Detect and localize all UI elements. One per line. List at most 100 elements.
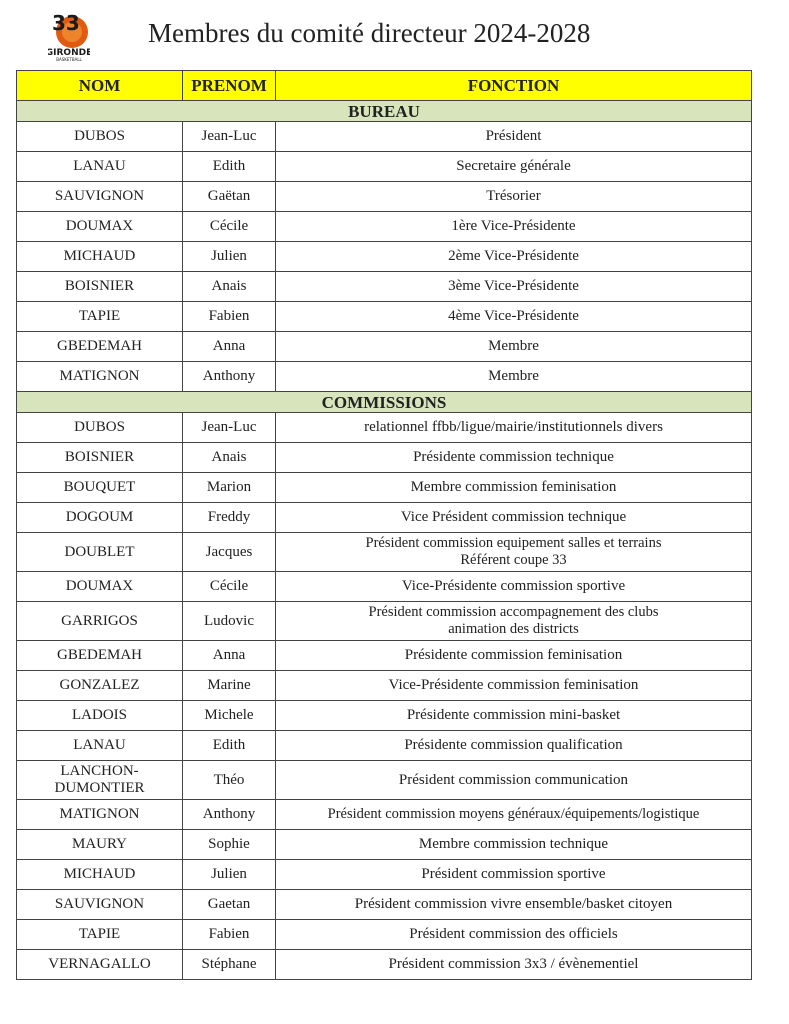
cell-prenom: Edith xyxy=(182,151,276,182)
cell-prenom: Edith xyxy=(182,730,276,761)
cell-prenom: Anna xyxy=(182,640,276,671)
header-fonction: FONCTION xyxy=(275,70,752,101)
cell-fonction: Président commission 3x3 / évènementiel xyxy=(275,949,752,980)
table-row: SAUVIGNON Gaetan Président commission vivr… xyxy=(16,889,752,920)
table-row: LANAU Edith Présidente commission qualific… xyxy=(16,730,752,761)
cell-fonction: relationnel ffbb/ligue/mairie/institutio… xyxy=(275,412,752,443)
section-header: COMMISSIONS xyxy=(16,391,752,413)
table-row: BOISNIER Anais Présidente commission techn… xyxy=(16,442,752,473)
cell-prenom: Anthony xyxy=(182,361,276,392)
svg-text:BASKETBALL: BASKETBALL xyxy=(56,57,82,62)
table-row: MICHAUD Julien 2ème Vice-Présidente xyxy=(16,241,752,272)
cell-prenom: Marion xyxy=(182,472,276,503)
cell-nom: DOGOUM xyxy=(16,502,183,533)
table-row: TAPIE Fabien 4ème Vice-Présidente xyxy=(16,301,752,332)
cell-fonction: Président commission moyens généraux/équ… xyxy=(275,799,752,830)
table-row: MATIGNON Anthony Président commission moye… xyxy=(16,799,752,830)
cell-prenom: Gaetan xyxy=(182,889,276,920)
cell-prenom: Marine xyxy=(182,670,276,701)
cell-fonction: Vice-Présidente commission feminisation xyxy=(275,670,752,701)
cell-nom: DUBOS xyxy=(16,412,183,443)
cell-fonction: Président commission des officiels xyxy=(275,919,752,950)
cell-prenom: Jean-Luc xyxy=(182,412,276,443)
cell-fonction: Président commission communication xyxy=(275,760,752,800)
cell-fonction: Président commission sportive xyxy=(275,859,752,890)
cell-prenom: Ludovic xyxy=(182,601,276,641)
cell-prenom: Anthony xyxy=(182,799,276,830)
cell-fonction: Président xyxy=(275,121,752,152)
table-row: MAURY Sophie Membre commission technique xyxy=(16,829,752,860)
cell-fonction: Membre xyxy=(275,361,752,392)
cell-nom: LANAU xyxy=(16,151,183,182)
table-row: TAPIE Fabien Président commission des offi… xyxy=(16,919,752,950)
cell-nom: BOUQUET xyxy=(16,472,183,503)
table-row: GARRIGOS Ludovic Président commission acco… xyxy=(16,601,752,641)
cell-prenom: Jacques xyxy=(182,532,276,572)
table-row: MATIGNON Anthony Membre xyxy=(16,361,752,392)
cell-prenom: Julien xyxy=(182,859,276,890)
cell-nom: MATIGNON xyxy=(16,799,183,830)
cell-nom: MICHAUD xyxy=(16,859,183,890)
cell-fonction: Présidente commission feminisation xyxy=(275,640,752,671)
cell-fonction: Président commission equipement salles e… xyxy=(275,532,752,572)
cell-prenom: Julien xyxy=(182,241,276,272)
table-row: GONZALEZ Marine Vice-Présidente commission… xyxy=(16,670,752,701)
cell-fonction: Présidente commission technique xyxy=(275,442,752,473)
cell-nom: DOUBLET xyxy=(16,532,183,572)
cell-nom: DOUMAX xyxy=(16,571,183,602)
cell-fonction: 4ème Vice-Présidente xyxy=(275,301,752,332)
cell-nom: MAURY xyxy=(16,829,183,860)
cell-fonction: Présidente commission mini-basket xyxy=(275,700,752,731)
cell-fonction: Membre xyxy=(275,331,752,362)
cell-prenom: Sophie xyxy=(182,829,276,860)
cell-prenom: Anais xyxy=(182,442,276,473)
cell-nom: GONZALEZ xyxy=(16,670,183,701)
cell-nom: LANAU xyxy=(16,730,183,761)
header-nom: NOM xyxy=(16,70,183,101)
page-title: Membres du comité directeur 2024-2028 xyxy=(148,18,591,48)
table-row: MICHAUD Julien Président commission sporti… xyxy=(16,859,752,890)
cell-nom: SAUVIGNON xyxy=(16,181,183,212)
cell-fonction: Trésorier xyxy=(275,181,752,212)
cell-fonction: Membre commission technique xyxy=(275,829,752,860)
cell-nom: VERNAGALLO xyxy=(16,949,183,980)
cell-fonction: Présidente commission qualification xyxy=(275,730,752,761)
table-row: DUBOS Jean-Luc relationnel ffbb/ligue/mair… xyxy=(16,412,752,443)
cell-nom: LADOIS xyxy=(16,700,183,731)
svg-text:33: 33 xyxy=(52,11,80,35)
cell-prenom: Jean-Luc xyxy=(182,121,276,152)
cell-nom: GBEDEMAH xyxy=(16,331,183,362)
cell-fonction: 1ère Vice-Présidente xyxy=(275,211,752,242)
cell-nom: LANCHON- DUMONTIER xyxy=(16,760,183,800)
cell-prenom: Théo xyxy=(182,760,276,800)
cell-fonction: Président commission accompagnement des … xyxy=(275,601,752,641)
table-row: GBEDEMAH Anna Présidente commission femini… xyxy=(16,640,752,671)
cell-prenom: Cécile xyxy=(182,211,276,242)
cell-nom: TAPIE xyxy=(16,301,183,332)
cell-prenom: Cécile xyxy=(182,571,276,602)
table-row: SAUVIGNON Gaëtan Trésorier xyxy=(16,181,752,212)
cell-fonction: Vice-Présidente commission sportive xyxy=(275,571,752,602)
cell-fonction: Vice Président commission technique xyxy=(275,502,752,533)
cell-fonction: Membre commission feminisation xyxy=(275,472,752,503)
cell-nom: BOISNIER xyxy=(16,271,183,302)
table-row: LADOIS Michele Présidente commission mini-… xyxy=(16,700,752,731)
table-row: GBEDEMAH Anna Membre xyxy=(16,331,752,362)
header-prenom: PRENOM xyxy=(182,70,276,101)
cell-nom: DUBOS xyxy=(16,121,183,152)
table-row: DOGOUM Freddy Vice Président commission te… xyxy=(16,502,752,533)
cell-prenom: Fabien xyxy=(182,919,276,950)
cell-nom: DOUMAX xyxy=(16,211,183,242)
cell-fonction: Secretaire générale xyxy=(275,151,752,182)
cell-prenom: Anna xyxy=(182,331,276,362)
section-label: BUREAU xyxy=(16,100,752,122)
cell-prenom: Stéphane xyxy=(182,949,276,980)
cell-fonction: 3ème Vice-Présidente xyxy=(275,271,752,302)
cell-nom: SAUVIGNON xyxy=(16,889,183,920)
cell-nom: BOISNIER xyxy=(16,442,183,473)
cell-prenom: Freddy xyxy=(182,502,276,533)
cell-nom: GARRIGOS xyxy=(16,601,183,641)
cell-nom: MATIGNON xyxy=(16,361,183,392)
table-row: BOISNIER Anais 3ème Vice-Présidente xyxy=(16,271,752,302)
cell-nom: GBEDEMAH xyxy=(16,640,183,671)
